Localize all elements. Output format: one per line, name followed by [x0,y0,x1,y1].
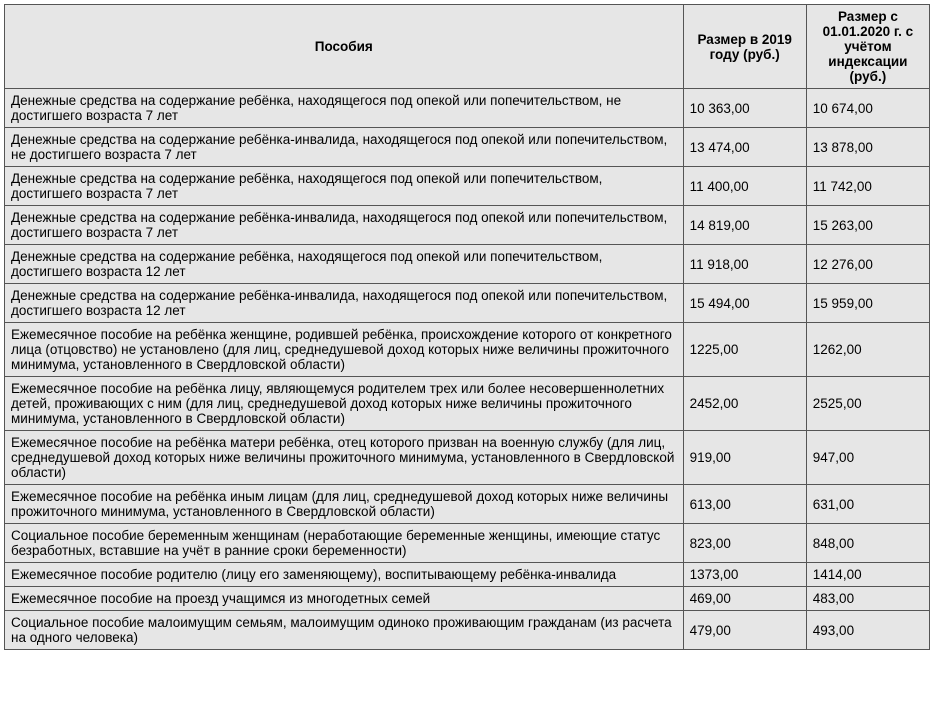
value-2019: 479,00 [683,611,806,650]
header-benefit: Пособия [5,5,684,89]
value-2019: 613,00 [683,485,806,524]
value-2019: 1225,00 [683,323,806,377]
value-2020: 12 276,00 [806,245,929,284]
value-2020: 13 878,00 [806,128,929,167]
benefit-description: Денежные средства на содержание ребёнка-… [5,284,684,323]
value-2020: 848,00 [806,524,929,563]
benefit-description: Ежемесячное пособие на ребёнка женщине, … [5,323,684,377]
header-2020: Размер с 01.01.2020 г. с учётом индексац… [806,5,929,89]
benefit-description: Денежные средства на содержание ребёнка,… [5,167,684,206]
table-row: Денежные средства на содержание ребёнка-… [5,206,930,245]
value-2019: 2452,00 [683,377,806,431]
benefit-description: Денежные средства на содержание ребёнка,… [5,245,684,284]
value-2020: 11 742,00 [806,167,929,206]
value-2019: 10 363,00 [683,89,806,128]
benefits-table: Пособия Размер в 2019 году (руб.) Размер… [4,4,930,650]
value-2020: 2525,00 [806,377,929,431]
value-2019: 1373,00 [683,563,806,587]
value-2020: 1414,00 [806,563,929,587]
value-2019: 15 494,00 [683,284,806,323]
value-2020: 15 263,00 [806,206,929,245]
value-2020: 493,00 [806,611,929,650]
value-2019: 11 400,00 [683,167,806,206]
table-row: Ежемесячное пособие на ребёнка женщине, … [5,323,930,377]
value-2019: 11 918,00 [683,245,806,284]
benefit-description: Ежемесячное пособие на ребёнка иным лица… [5,485,684,524]
header-2019: Размер в 2019 году (руб.) [683,5,806,89]
benefit-description: Социальное пособие беременным женщинам (… [5,524,684,563]
table-row: Денежные средства на содержание ребёнка,… [5,167,930,206]
value-2020: 15 959,00 [806,284,929,323]
value-2020: 1262,00 [806,323,929,377]
table-row: Ежемесячное пособие на проезд учащимся и… [5,587,930,611]
table-row: Социальное пособие малоимущим семьям, ма… [5,611,930,650]
table-row: Ежемесячное пособие на ребёнка иным лица… [5,485,930,524]
benefit-description: Ежемесячное пособие на ребёнка матери ре… [5,431,684,485]
benefit-description: Денежные средства на содержание ребёнка-… [5,206,684,245]
benefit-description: Денежные средства на содержание ребёнка,… [5,89,684,128]
value-2020: 947,00 [806,431,929,485]
value-2019: 14 819,00 [683,206,806,245]
benefit-description: Ежемесячное пособие на проезд учащимся и… [5,587,684,611]
value-2020: 631,00 [806,485,929,524]
table-header-row: Пособия Размер в 2019 году (руб.) Размер… [5,5,930,89]
benefit-description: Социальное пособие малоимущим семьям, ма… [5,611,684,650]
table-row: Денежные средства на содержание ребёнка-… [5,128,930,167]
value-2020: 483,00 [806,587,929,611]
value-2019: 13 474,00 [683,128,806,167]
table-row: Ежемесячное пособие на ребёнка матери ре… [5,431,930,485]
table-row: Денежные средства на содержание ребёнка-… [5,284,930,323]
value-2020: 10 674,00 [806,89,929,128]
table-row: Денежные средства на содержание ребёнка,… [5,89,930,128]
table-row: Социальное пособие беременным женщинам (… [5,524,930,563]
benefit-description: Денежные средства на содержание ребёнка-… [5,128,684,167]
table-row: Ежемесячное пособие родителю (лицу его з… [5,563,930,587]
table-row: Ежемесячное пособие на ребёнка лицу, явл… [5,377,930,431]
value-2019: 469,00 [683,587,806,611]
benefit-description: Ежемесячное пособие родителю (лицу его з… [5,563,684,587]
table-row: Денежные средства на содержание ребёнка,… [5,245,930,284]
value-2019: 823,00 [683,524,806,563]
value-2019: 919,00 [683,431,806,485]
table-body: Денежные средства на содержание ребёнка,… [5,89,930,650]
benefit-description: Ежемесячное пособие на ребёнка лицу, явл… [5,377,684,431]
